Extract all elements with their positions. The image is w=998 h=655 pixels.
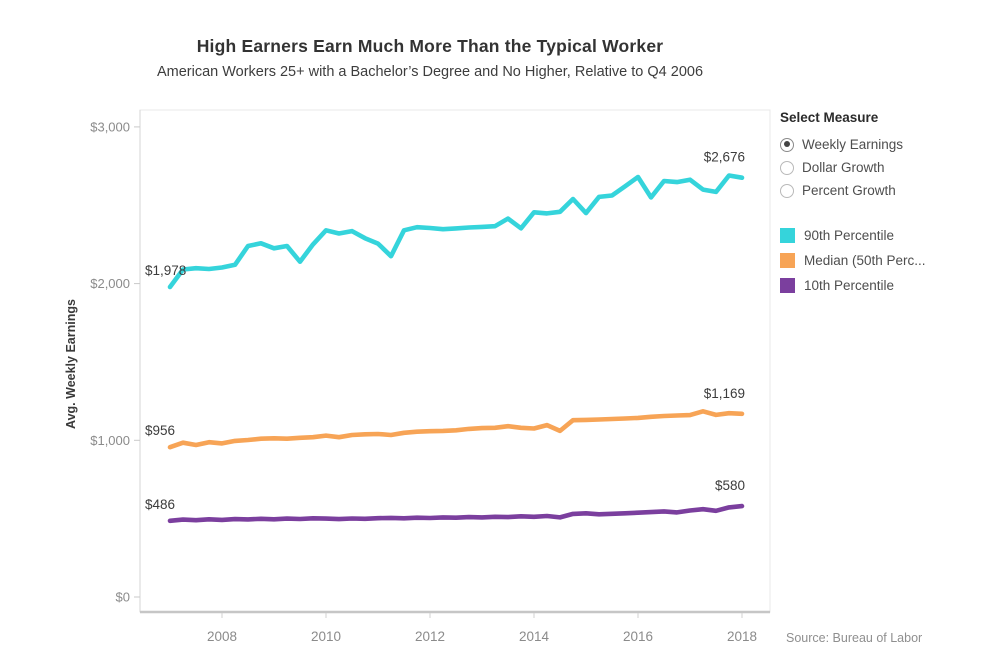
legend-swatch-icon [780, 253, 795, 268]
radio-button-icon[interactable] [780, 137, 794, 152]
legend-item-10th-percentile[interactable]: 10th Percentile [780, 273, 992, 298]
radio-button-icon[interactable] [780, 160, 794, 175]
y-tick-label: $2,000 [90, 276, 130, 291]
y-tick-label: $3,000 [90, 119, 130, 134]
radio-option-label: Weekly Earnings [802, 137, 904, 152]
series-end-label-90th-percentile: $2,676 [704, 150, 745, 165]
chart-title: High Earners Earn Much More Than the Typ… [196, 36, 664, 56]
y-tick-label: $0 [116, 590, 130, 605]
chart-svg: $0 $1,000 $2,000 $3,000 2008 2010 2012 2014 2016… [90, 109, 771, 644]
radio-option-label: Percent Growth [802, 183, 896, 198]
plot-border [139, 109, 771, 613]
series-start-label-90th-percentile: $1,978 [145, 263, 186, 278]
x-tick-label: 2010 [311, 629, 341, 644]
title-block: High Earners Earn Much More Than the Typ… [20, 36, 840, 80]
legend-item-label: 90th Percentile [804, 228, 895, 243]
source-note: Source: Bureau of Labor [786, 631, 923, 645]
radio-option-percent-growth[interactable]: Percent Growth [780, 179, 992, 202]
x-tick-label: 2008 [207, 629, 237, 644]
color-legend: 90th Percentile Median (50th Perc... 10t… [780, 223, 992, 298]
x-tick-label: 2012 [415, 629, 445, 644]
legend-item-median[interactable]: Median (50th Perc... [780, 248, 992, 273]
legend-item-label: 10th Percentile [804, 278, 895, 293]
select-measure-header: Select Measure [780, 110, 879, 125]
radio-option-label: Dollar Growth [802, 160, 885, 175]
radio-option-weekly-earnings[interactable]: Weekly Earnings [780, 133, 992, 156]
series-line-90th-percentile[interactable] [167, 173, 745, 290]
radio-option-dollar-growth[interactable]: Dollar Growth [780, 156, 992, 179]
series-start-label-10th-percentile: $486 [145, 497, 175, 512]
radio-button-icon[interactable] [780, 183, 794, 198]
x-tick-label: 2014 [519, 629, 550, 644]
series-start-label-median-50th-perc: $956 [145, 423, 175, 438]
series-end-label-median-50th-perc: $1,169 [704, 386, 745, 401]
chart-area: $0 $1,000 $2,000 $3,000 2008 2010 2012 2014 2016… [55, 105, 780, 650]
legend-swatch-icon [780, 278, 795, 293]
series-line-10th-percentile[interactable] [167, 503, 745, 524]
series-end-label-10th-percentile: $580 [715, 478, 745, 493]
chart-subtitle: American Workers 25+ with a Bachelor’s D… [156, 64, 704, 80]
x-tick-label: 2016 [623, 629, 653, 644]
measure-panel: Select Measure Weekly Earnings Dollar Gr… [780, 110, 992, 298]
y-tick-label: $1,000 [90, 433, 130, 448]
legend-item-label: Median (50th Perc... [804, 253, 926, 268]
series-line-median-50th-perc[interactable] [167, 408, 745, 450]
x-tick-label: 2018 [727, 629, 757, 644]
legend-swatch-icon [780, 228, 795, 243]
legend-item-90th-percentile[interactable]: 90th Percentile [780, 223, 992, 248]
